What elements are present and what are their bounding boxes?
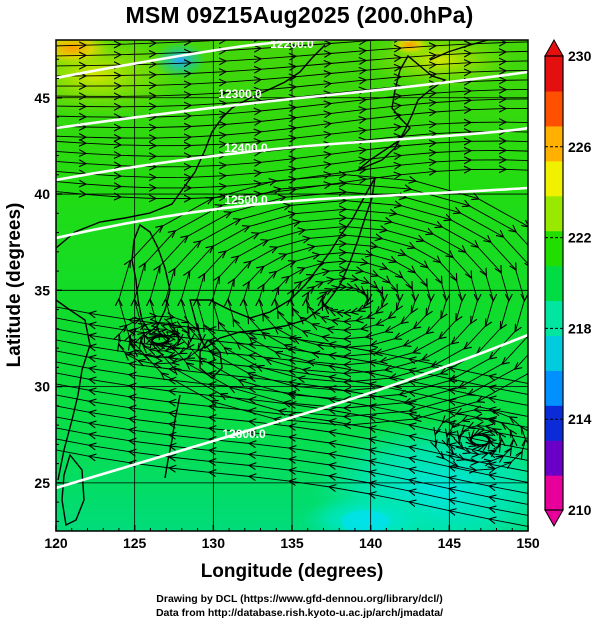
contour-label: 12600.0 bbox=[222, 427, 266, 441]
x-tick-label: 120 bbox=[44, 535, 68, 551]
colorbar-tick-label: 230 bbox=[568, 48, 592, 64]
colorbar-tick-label: 218 bbox=[568, 320, 592, 336]
streamline bbox=[435, 410, 525, 470]
y-tick-label: 45 bbox=[34, 90, 50, 106]
height-contours bbox=[56, 40, 528, 490]
colorbar-segment bbox=[545, 370, 563, 406]
colorbar-segment bbox=[545, 265, 563, 302]
height-contour bbox=[56, 186, 528, 240]
credit-drawing: Drawing by DCL (https://www.gfd-dennou.o… bbox=[156, 593, 443, 605]
colorbar: 230 226 222 218 214 210 bbox=[544, 38, 592, 528]
colorbar-frame bbox=[544, 55, 564, 511]
x-tick-label: 130 bbox=[202, 535, 226, 551]
y-ticks: 25 30 35 40 45 bbox=[34, 58, 62, 522]
y-axis-label: Latitude (degrees) bbox=[4, 203, 25, 368]
height-contour bbox=[56, 333, 528, 490]
colorbar-segment bbox=[545, 90, 563, 127]
contour-labels: 12200.0 12300.0 12400.0 12500.0 12600.0 bbox=[218, 37, 314, 441]
height-contour bbox=[56, 70, 528, 130]
coast-kuril-icon bbox=[429, 40, 491, 61]
coast-mainland-asia-icon bbox=[56, 44, 326, 249]
colorbar-segment bbox=[545, 475, 563, 511]
colorbar-segment bbox=[545, 440, 563, 476]
x-tick-label: 125 bbox=[123, 535, 147, 551]
streamline bbox=[56, 449, 528, 527]
coast-china-icon bbox=[56, 299, 91, 481]
contour-label: 12200.0 bbox=[270, 37, 314, 51]
y-tick-label: 35 bbox=[34, 282, 50, 298]
contour-label: 12300.0 bbox=[218, 87, 262, 101]
colorbar-segment bbox=[545, 405, 563, 441]
colorbar-top-arrow bbox=[544, 38, 564, 57]
x-tick-label: 145 bbox=[438, 535, 462, 551]
colorbar-segment bbox=[545, 160, 563, 197]
colorbar-tick-label: 214 bbox=[568, 411, 592, 427]
colorbar-bottom-arrow bbox=[544, 509, 564, 528]
warm-patch-northeast-core bbox=[390, 40, 430, 55]
colorbar-segment bbox=[545, 230, 563, 267]
streamlines bbox=[56, 40, 528, 527]
coast-kyushu-icon bbox=[199, 338, 223, 379]
plot-area: 12200.0 12300.0 12400.0 12500.0 12600.0 bbox=[56, 37, 528, 531]
colorbar-tick-label: 226 bbox=[568, 139, 592, 155]
coast-taiwan-icon bbox=[61, 453, 85, 527]
coast-ryukyu-icon bbox=[164, 394, 181, 479]
coast-honshu-icon bbox=[189, 177, 376, 350]
coast-korea-icon bbox=[131, 223, 171, 334]
contour-label: 12500.0 bbox=[224, 193, 268, 207]
x-tick-label: 140 bbox=[359, 535, 383, 551]
x-tick-label: 135 bbox=[280, 535, 304, 551]
height-contour bbox=[56, 126, 528, 182]
height-contour bbox=[56, 40, 410, 80]
colorbar-segment bbox=[545, 56, 563, 92]
y-tick-label: 25 bbox=[34, 475, 50, 491]
contour-label: 12400.0 bbox=[224, 141, 268, 155]
colorbar-segment bbox=[545, 195, 563, 232]
colorbar-tick-label: 210 bbox=[568, 502, 592, 518]
colorbar-tick-label: 222 bbox=[568, 230, 592, 246]
x-ticks: 120 125 130 135 140 145 150 bbox=[44, 525, 540, 551]
y-tick-label: 30 bbox=[34, 379, 50, 395]
colorbar-segment bbox=[545, 335, 563, 371]
colorbar-segment bbox=[545, 125, 563, 162]
y-tick-label: 40 bbox=[34, 186, 50, 202]
x-axis-label: Longitude (degrees) bbox=[201, 561, 384, 582]
colorbar-segment bbox=[545, 300, 563, 336]
warm-patch-northwest-core bbox=[56, 40, 112, 66]
credit-data: Data from http://database.rish.kyoto-u.a… bbox=[155, 607, 444, 619]
page-title: MSM 09Z15Aug2025 (200.0hPa) bbox=[125, 2, 474, 28]
x-tick-label: 150 bbox=[516, 535, 540, 551]
